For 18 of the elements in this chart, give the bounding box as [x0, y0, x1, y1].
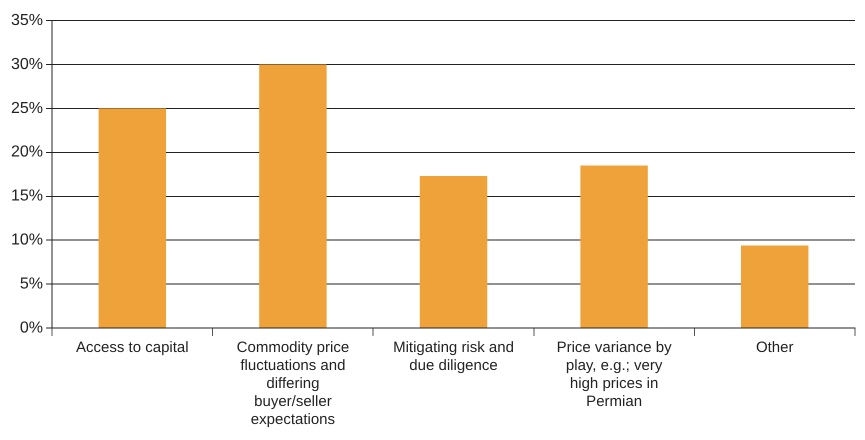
- bar: [98, 108, 166, 328]
- bar: [259, 64, 327, 328]
- y-tick-label: 30%: [10, 56, 44, 73]
- y-tick-label: 35%: [10, 12, 44, 30]
- bar: [580, 166, 648, 328]
- y-tick-label: 0%: [20, 319, 44, 336]
- y-tick-label: 5%: [20, 275, 44, 292]
- x-tick-label: Mitigating risk and due diligence: [393, 339, 514, 374]
- x-tick-label: Other: [756, 339, 794, 356]
- y-tick-label: 15%: [10, 188, 44, 205]
- bar: [420, 176, 488, 328]
- x-tick-label: Price variance by play, e.g.; very high prices in Permian: [556, 339, 672, 410]
- x-tick-label: Commodity price fluctuations and differing buyer/seller expectations: [236, 339, 350, 428]
- bar: [740, 245, 808, 328]
- y-tick-label: 10%: [10, 232, 44, 249]
- x-tick-label: Access to capital: [76, 339, 189, 356]
- y-tick-label: 20%: [10, 144, 44, 161]
- y-tick-label: 25%: [10, 100, 44, 117]
